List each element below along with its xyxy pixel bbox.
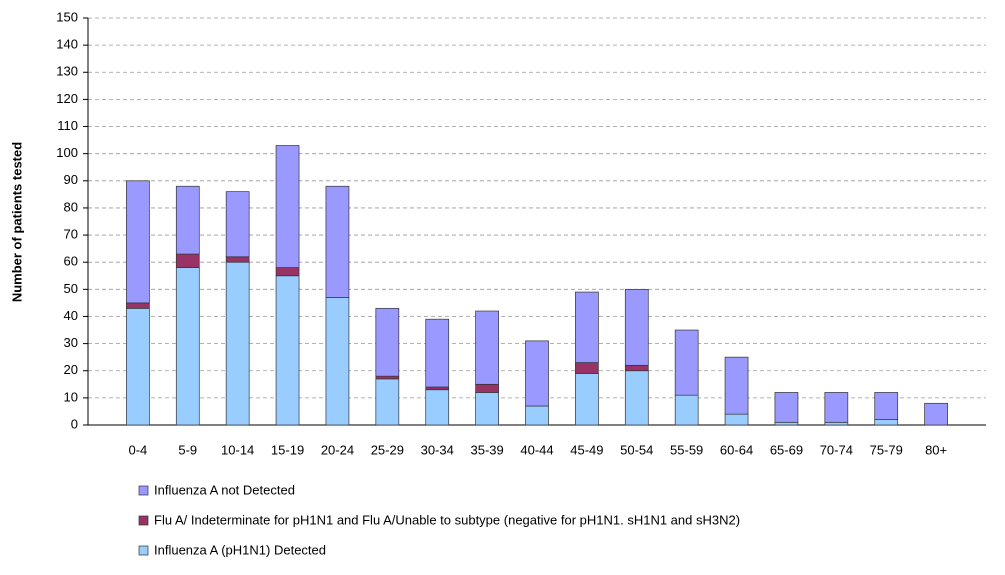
bar-segment — [674, 329, 699, 396]
bar-segment — [724, 413, 749, 426]
bar-segment — [175, 185, 200, 255]
y-tick-label: 100 — [56, 145, 78, 160]
x-tick-label: 75-79 — [870, 442, 903, 457]
x-tick-label: 0-4 — [128, 442, 147, 457]
legend-swatch — [138, 545, 149, 556]
legend-label: Influenza A (pH1N1) Detected — [154, 542, 326, 557]
y-tick-label: 40 — [64, 308, 78, 323]
legend-label: Influenza A not Detected — [154, 482, 295, 497]
bar-segment — [225, 256, 250, 263]
bar-segment — [824, 421, 849, 426]
x-tick-label: 55-59 — [670, 442, 703, 457]
x-tick-label: 35-39 — [470, 442, 503, 457]
bar-segment — [674, 394, 699, 426]
bar-segment — [225, 191, 250, 258]
bar-segment — [126, 180, 150, 304]
bar-segment — [275, 267, 300, 277]
bar-segment — [575, 362, 599, 374]
y-tick-label: 120 — [56, 91, 78, 106]
y-tick-label: 50 — [64, 281, 78, 296]
bar-segment — [425, 386, 450, 391]
bar-segment — [575, 373, 599, 426]
bar-segment — [175, 267, 200, 426]
bar-segment — [275, 275, 300, 426]
bar-segment — [824, 392, 849, 423]
y-tick-label: 20 — [64, 362, 78, 377]
y-tick-label: 30 — [64, 335, 78, 350]
x-tick-label: 50-54 — [620, 442, 653, 457]
x-tick-label: 60-64 — [720, 442, 753, 457]
y-tick-label: 80 — [64, 199, 78, 214]
bar-segment — [425, 389, 450, 426]
legend-swatch — [138, 485, 149, 496]
bar-segment — [525, 405, 549, 426]
x-tick-label: 20-24 — [321, 442, 354, 457]
x-tick-label: 65-69 — [770, 442, 803, 457]
y-tick-label: 110 — [57, 118, 78, 133]
y-tick-label: 130 — [56, 64, 78, 79]
bar-segment — [275, 145, 300, 268]
bar-segment — [924, 402, 948, 426]
y-tick-label: 10 — [64, 389, 78, 404]
y-tick-label: 60 — [64, 254, 78, 269]
bar-segment — [624, 370, 649, 426]
bar-segment — [375, 307, 400, 377]
x-tick-label: 10-14 — [221, 442, 254, 457]
y-tick-label: 90 — [64, 172, 78, 187]
x-tick-label: 15-19 — [271, 442, 304, 457]
x-tick-label: 30-34 — [421, 442, 454, 457]
bar-segment — [325, 297, 350, 426]
bar-segment — [175, 253, 200, 268]
bar-segment — [774, 421, 799, 426]
y-tick-label: 70 — [64, 227, 78, 242]
x-tick-label: 80+ — [925, 442, 947, 457]
bar-segment — [525, 340, 549, 407]
bar-segment — [874, 392, 899, 420]
bar-segment — [475, 383, 499, 393]
y-tick-label: 150 — [56, 9, 78, 24]
bar-segment — [225, 261, 250, 426]
bar-segment — [425, 318, 450, 388]
legend-swatch — [138, 515, 149, 526]
x-tick-label: 40-44 — [520, 442, 553, 457]
bar-segment — [575, 291, 599, 363]
legend-label: Flu A/ Indeterminate for pH1N1 and Flu A… — [154, 512, 740, 527]
bar-segment — [325, 185, 350, 298]
x-tick-label: 5-9 — [178, 442, 197, 457]
bar-segment — [475, 392, 499, 426]
bar-segment — [624, 364, 649, 372]
bar-segment — [375, 378, 400, 426]
bar-segment — [724, 356, 749, 415]
x-tick-label: 70-74 — [820, 442, 853, 457]
y-tick-label: 0 — [71, 416, 78, 431]
bar-segment — [874, 419, 899, 426]
bar-segment — [475, 310, 499, 385]
bar-segment — [126, 302, 150, 309]
x-tick-label: 45-49 — [570, 442, 603, 457]
bar-segment — [624, 288, 649, 366]
y-axis-label: Number of patients tested — [9, 142, 24, 302]
y-tick-label: 140 — [56, 37, 78, 52]
bar-segment — [774, 392, 799, 423]
x-tick-label: 25-29 — [371, 442, 404, 457]
bar-segment — [126, 307, 150, 426]
bar-segment — [375, 375, 400, 380]
